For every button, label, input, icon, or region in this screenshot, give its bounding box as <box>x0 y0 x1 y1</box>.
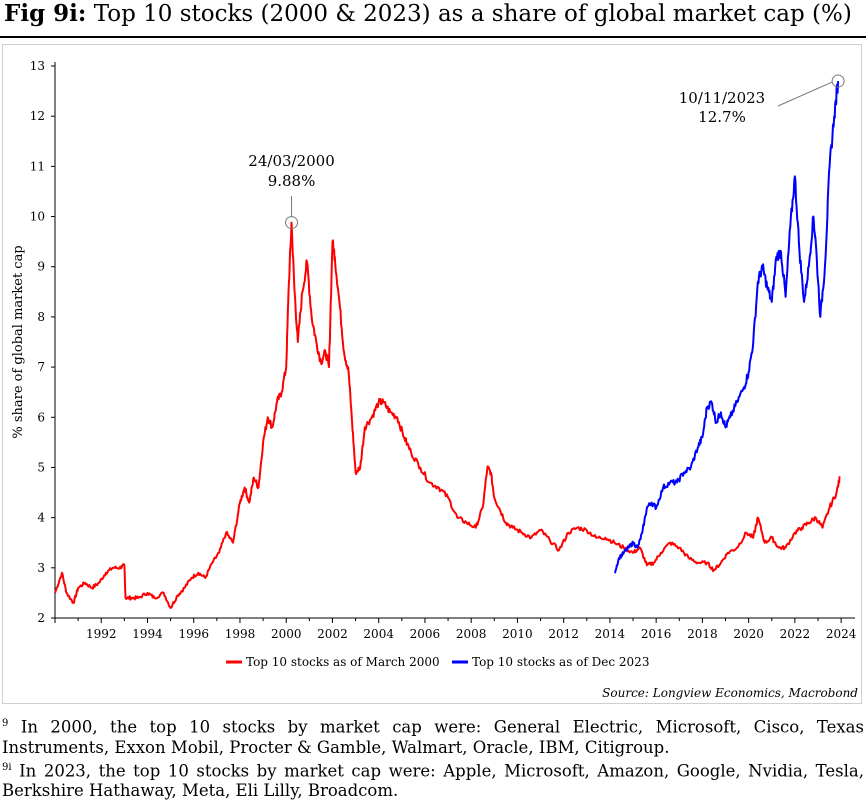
footnote-text: In 2023, the top 10 stocks by market cap… <box>2 761 865 800</box>
figure-title-text: Top 10 stocks (2000 & 2023) as a share o… <box>93 1 852 27</box>
series-line-dec-2023 <box>614 81 840 574</box>
x-tick-label: 2008 <box>456 627 487 641</box>
chart-title: Fig 9i: Top 10 stocks (2000 & 2023) as a… <box>4 0 852 27</box>
y-axis-label: % share of global market cap <box>11 245 26 438</box>
footnote-mark: 9i <box>2 761 12 773</box>
footnote-text: In 2000, the top 10 stocks by market cap… <box>2 717 864 757</box>
y-tick-label: 7 <box>37 360 45 374</box>
y-tick-label: 13 <box>30 59 45 73</box>
peak-2000-value: 9.88% <box>268 172 316 190</box>
footnotes: 9 In 2000, the top 10 stocks by market c… <box>2 714 864 801</box>
peak-2023-marker <box>831 74 845 88</box>
y-tick-label: 4 <box>37 511 45 525</box>
footnote-2023: 9i In 2023, the top 10 stocks by market … <box>2 758 864 802</box>
y-tick-label: 12 <box>30 109 45 123</box>
y-tick-label: 8 <box>37 310 45 324</box>
x-tick-label: 1994 <box>132 627 163 641</box>
x-tick-label: 2016 <box>641 627 672 641</box>
y-tick-label: 10 <box>30 210 45 224</box>
figure-label: Fig 9i: <box>4 0 87 27</box>
x-tick-label: 2012 <box>548 627 579 641</box>
y-tick-label: 3 <box>37 561 45 575</box>
title-rule <box>0 36 866 38</box>
y-tick-label: 5 <box>37 460 45 474</box>
legend-label: Top 10 stocks as of March 2000 <box>246 655 440 669</box>
peak-2023-leader <box>777 81 833 107</box>
source-note: Source: Longview Economics, Macrobond <box>602 686 858 700</box>
x-tick-label: 1998 <box>225 627 256 641</box>
series-layer <box>54 81 841 609</box>
y-tick-label: 6 <box>37 410 45 424</box>
axes: 2 3 4 5 6 7 8 9 10 11 12 13 % share of global market… <box>11 59 857 641</box>
y-tick-label: 9 <box>37 260 45 274</box>
x-tick-label: 2010 <box>502 627 533 641</box>
chart-frame <box>2 44 862 704</box>
x-tick-label: 2000 <box>271 627 302 641</box>
legend-label: Top 10 stocks as of Dec 2023 <box>472 655 649 669</box>
x-tick-label: 2020 <box>733 627 764 641</box>
x-tick-label: 2004 <box>363 627 394 641</box>
line-chart: 2 3 4 5 6 7 8 9 10 11 12 13 % share of global market… <box>11 59 857 669</box>
y-tick-label: 11 <box>30 159 45 173</box>
legend: Top 10 stocks as of March 2000 Top 10 sto… <box>226 655 649 669</box>
peak-2000-date: 24/03/2000 <box>248 152 334 170</box>
x-tick-label: 2006 <box>410 627 441 641</box>
x-tick-label: 1996 <box>178 627 209 641</box>
peak-2023-value: 12.7% <box>698 108 746 126</box>
x-tick-label: 2024 <box>826 627 857 641</box>
x-tick-label: 2018 <box>687 627 718 641</box>
series-line-march-2000 <box>54 221 841 609</box>
peak-2023-date: 10/11/2023 <box>679 89 765 107</box>
footnote-2000: 9 In 2000, the top 10 stocks by market c… <box>2 714 864 758</box>
footnote-mark: 9 <box>2 718 9 729</box>
x-tick-label: 1992 <box>86 627 117 641</box>
x-tick-label: 2002 <box>317 627 348 641</box>
x-tick-label: 2022 <box>780 627 811 641</box>
x-tick-label: 2014 <box>595 627 626 641</box>
y-tick-label: 2 <box>37 611 45 625</box>
